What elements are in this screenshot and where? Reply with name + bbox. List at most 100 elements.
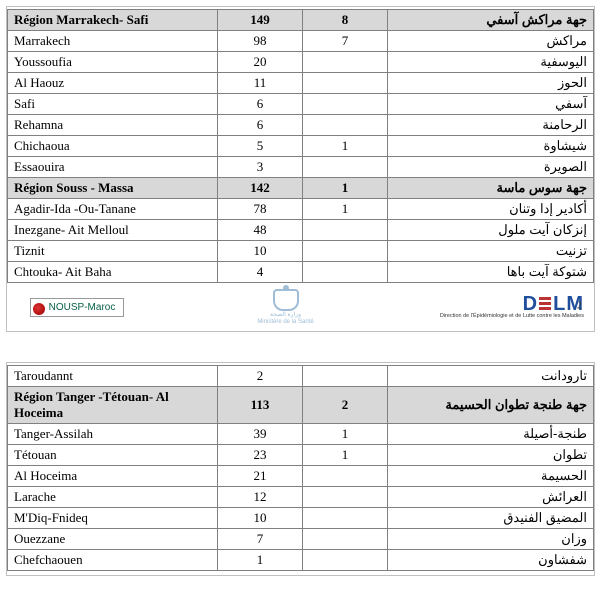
cell-value-1: 7 [218, 529, 303, 550]
cell-name-ar: أكادير إدا وتنان [388, 199, 594, 220]
table-row: Marrakech987مراكش [8, 31, 594, 52]
cell-name-ar: تطوان [388, 445, 594, 466]
table-row: Chefchaouen1شفشاون [8, 550, 594, 571]
cell-name-ar: وزان [388, 529, 594, 550]
cell-name-fr: Tétouan [8, 445, 218, 466]
cell-value-1: 12 [218, 487, 303, 508]
cell-name-fr: Chefchaouen [8, 550, 218, 571]
cell-value-2: 7 [303, 31, 388, 52]
cell-value-1: 5 [218, 136, 303, 157]
cell-value-1: 10 [218, 508, 303, 529]
cell-value-2 [303, 487, 388, 508]
cell-name-ar: الرحامنة [388, 115, 594, 136]
cell-value-2 [303, 73, 388, 94]
cell-value-2: 2 [303, 387, 388, 424]
cell-value-1: 48 [218, 220, 303, 241]
cell-name-ar: اليوسفية [388, 52, 594, 73]
table-row: Chtouka- Ait Baha4شتوكة آيت باها [8, 262, 594, 283]
table-row: Tétouan231تطوان [8, 445, 594, 466]
region-row: Région Tanger -Tétouan- Al Hoceima1132جه… [8, 387, 594, 424]
cell-value-1: 2 [218, 366, 303, 387]
table-row: Larache12 العرائش [8, 487, 594, 508]
cell-name-fr: Tanger-Assilah [8, 424, 218, 445]
table-row: Tanger-Assilah391طنجة-أصيلة [8, 424, 594, 445]
cell-name-fr: Essaouira [8, 157, 218, 178]
cell-name-ar: آسفي [388, 94, 594, 115]
cell-value-2: 8 [303, 10, 388, 31]
cell-name-fr: Région Marrakech- Safi [8, 10, 218, 31]
cell-value-2: 1 [303, 136, 388, 157]
cell-name-fr: Marrakech [8, 31, 218, 52]
cell-name-fr: Tiznit [8, 241, 218, 262]
cell-name-ar: المضيق الفنيدق [388, 508, 594, 529]
cell-name-ar: شتوكة آيت باها [388, 262, 594, 283]
cell-value-2 [303, 241, 388, 262]
region-row: Région Marrakech- Safi1498جهة مراكش آسفي [8, 10, 594, 31]
delm-letter: D [523, 294, 538, 314]
cell-value-1: 3 [218, 157, 303, 178]
cell-value-2 [303, 52, 388, 73]
cell-value-2 [303, 508, 388, 529]
cell-name-fr: Agadir-Ida -Ou-Tanane [8, 199, 218, 220]
cell-value-1: 11 [218, 73, 303, 94]
cell-name-fr: Taroudannt [8, 366, 218, 387]
table-row: Al Hoceima21الحسيمة [8, 466, 594, 487]
page-block-1: Région Marrakech- Safi1498جهة مراكش آسفي… [6, 6, 595, 332]
table-row: Al Haouz11الحوز [8, 73, 594, 94]
ministry-logo: وزارة الصحة Ministère de la Santé [226, 287, 346, 327]
table-row: Safi6 آسفي [8, 94, 594, 115]
cell-name-fr: Région Tanger -Tétouan- Al Hoceima [8, 387, 218, 424]
ministry-text-fr: Ministère de la Santé [257, 319, 313, 325]
cell-name-ar: جهة سوس ماسة [388, 178, 594, 199]
page-number: 2 [577, 301, 582, 312]
cell-value-2: 1 [303, 199, 388, 220]
cell-name-ar: طنجة-أصيلة [388, 424, 594, 445]
table-row: Agadir-Ida -Ou-Tanane781أكادير إدا وتنان [8, 199, 594, 220]
cell-value-1: 149 [218, 10, 303, 31]
cell-value-1: 23 [218, 445, 303, 466]
cell-name-fr: Safi [8, 94, 218, 115]
cell-value-1: 10 [218, 241, 303, 262]
cell-value-1: 1 [218, 550, 303, 571]
cell-value-2 [303, 157, 388, 178]
data-table-1: Région Marrakech- Safi1498جهة مراكش آسفي… [7, 9, 594, 283]
cell-value-1: 6 [218, 115, 303, 136]
cell-value-2 [303, 115, 388, 136]
nousp-logo: NOUSP-Maroc [17, 287, 137, 327]
cell-name-ar: جهة مراكش آسفي [388, 10, 594, 31]
table-row: Rehamna6 الرحامنة [8, 115, 594, 136]
cell-value-2 [303, 529, 388, 550]
cell-value-2 [303, 220, 388, 241]
cell-value-1: 4 [218, 262, 303, 283]
page-footer: NOUSP-Maroc وزارة الصحة Ministère de la … [7, 285, 594, 327]
delm-logo: D LM Direction de l'Épidémiologie et de … [434, 287, 584, 327]
table-row: Inezgane- Ait Melloul48إنزكان آيت ملول [8, 220, 594, 241]
cell-value-2 [303, 466, 388, 487]
cell-name-fr: Rehamna [8, 115, 218, 136]
cell-value-1: 78 [218, 199, 303, 220]
cell-value-1: 39 [218, 424, 303, 445]
cell-name-fr: Région Souss - Massa [8, 178, 218, 199]
table-row: Tiznit10تزنيت [8, 241, 594, 262]
cell-value-2: 1 [303, 178, 388, 199]
cell-name-fr: Youssoufia [8, 52, 218, 73]
cell-value-1: 113 [218, 387, 303, 424]
cell-value-1: 142 [218, 178, 303, 199]
delm-bars-icon [539, 297, 551, 310]
cell-value-2 [303, 262, 388, 283]
cell-value-1: 21 [218, 466, 303, 487]
cell-value-2 [303, 550, 388, 571]
cell-value-2: 1 [303, 445, 388, 466]
cell-value-2 [303, 366, 388, 387]
table-row: Youssoufia20اليوسفية [8, 52, 594, 73]
cell-value-2 [303, 94, 388, 115]
cell-name-ar: العرائش [388, 487, 594, 508]
cell-value-2: 1 [303, 424, 388, 445]
table-row: Chichaoua51شيشاوة [8, 136, 594, 157]
cell-name-fr: M'Diq-Fnideq [8, 508, 218, 529]
cell-name-fr: Al Haouz [8, 73, 218, 94]
table-row: Essaouira3الصويرة [8, 157, 594, 178]
cell-value-1: 6 [218, 94, 303, 115]
cell-name-fr: Larache [8, 487, 218, 508]
cell-name-ar: إنزكان آيت ملول [388, 220, 594, 241]
